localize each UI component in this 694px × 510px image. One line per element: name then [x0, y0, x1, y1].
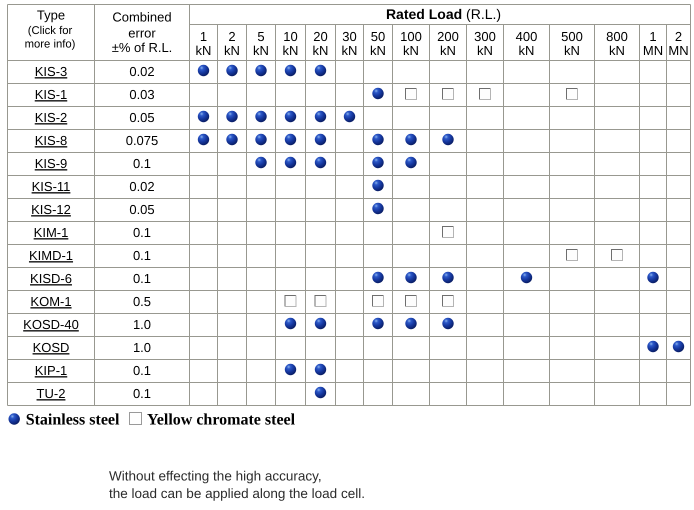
svg-text:kN: kN [196, 43, 212, 58]
svg-text:1.0: 1.0 [133, 317, 151, 332]
svg-text:KIS-9: KIS-9 [35, 156, 68, 171]
svg-text:0.1: 0.1 [133, 156, 151, 171]
svg-text:Rated Load (R.L.): Rated Load (R.L.) [386, 6, 501, 22]
svg-text:kN: kN [403, 43, 419, 58]
svg-text:KIM-1: KIM-1 [34, 225, 69, 240]
svg-text:400: 400 [516, 29, 538, 44]
svg-text:Without effecting the high acc: Without effecting the high accuracy, [109, 469, 322, 484]
svg-text:5: 5 [257, 29, 264, 44]
svg-text:0.5: 0.5 [133, 294, 151, 309]
svg-text:kN: kN [253, 43, 269, 58]
svg-text:kN: kN [477, 43, 493, 58]
svg-text:2: 2 [675, 29, 682, 44]
svg-text:KIS-1: KIS-1 [35, 87, 68, 102]
svg-text:50: 50 [371, 29, 385, 44]
svg-text:KIS-8: KIS-8 [35, 133, 68, 148]
svg-text:0.1: 0.1 [133, 386, 151, 401]
svg-text:0.05: 0.05 [129, 202, 154, 217]
svg-text:KIMD-1: KIMD-1 [29, 248, 73, 263]
svg-text:KOSD: KOSD [33, 340, 70, 355]
svg-text:kN: kN [519, 43, 535, 58]
svg-text:Combined: Combined [112, 10, 171, 25]
svg-text:2: 2 [228, 29, 235, 44]
svg-text:0.1: 0.1 [133, 363, 151, 378]
svg-text:0.02: 0.02 [129, 179, 154, 194]
svg-text:error: error [128, 26, 156, 41]
svg-text:30: 30 [342, 29, 356, 44]
svg-text:kN: kN [313, 43, 329, 58]
svg-text:Type: Type [37, 8, 65, 23]
svg-text:the load can be applied along: the load can be applied along the load c… [109, 486, 365, 501]
svg-text:MN: MN [668, 43, 688, 58]
svg-text:500: 500 [561, 29, 583, 44]
svg-text:KIP-1: KIP-1 [35, 363, 68, 378]
svg-text:Stainless steel: Stainless steel [26, 412, 120, 429]
svg-text:10: 10 [283, 29, 297, 44]
svg-text:(Click for: (Click for [28, 25, 73, 37]
svg-text:kN: kN [609, 43, 625, 58]
svg-text:KIS-3: KIS-3 [35, 64, 68, 79]
svg-text:KOSD-40: KOSD-40 [23, 317, 79, 332]
svg-text:0.02: 0.02 [129, 64, 154, 79]
svg-text:kN: kN [224, 43, 240, 58]
svg-text:0.1: 0.1 [133, 225, 151, 240]
svg-text:1.0: 1.0 [133, 340, 151, 355]
svg-text:100: 100 [400, 29, 422, 44]
svg-text:200: 200 [437, 29, 459, 44]
svg-text:800: 800 [606, 29, 628, 44]
svg-text:MN: MN [643, 43, 663, 58]
svg-text:kN: kN [342, 43, 358, 58]
svg-text:0.1: 0.1 [133, 271, 151, 286]
svg-text:Yellow chromate steel: Yellow chromate steel [147, 412, 296, 429]
svg-text:kN: kN [440, 43, 456, 58]
svg-text:KOM-1: KOM-1 [30, 294, 71, 309]
svg-text:0.05: 0.05 [129, 110, 154, 125]
svg-text:KIS-12: KIS-12 [31, 202, 71, 217]
svg-text:300: 300 [474, 29, 496, 44]
svg-text:1: 1 [649, 29, 656, 44]
svg-text:KIS-2: KIS-2 [35, 110, 68, 125]
svg-text:0.1: 0.1 [133, 248, 151, 263]
svg-text:0.03: 0.03 [129, 87, 154, 102]
svg-text:TU-2: TU-2 [37, 386, 66, 401]
svg-text:1: 1 [200, 29, 207, 44]
svg-text:kN: kN [370, 43, 386, 58]
svg-text:0.075: 0.075 [126, 133, 159, 148]
svg-text:kN: kN [283, 43, 299, 58]
svg-text:20: 20 [313, 29, 327, 44]
svg-text:KISD-6: KISD-6 [30, 271, 72, 286]
svg-text:KIS-11: KIS-11 [32, 179, 71, 194]
svg-text:±% of R.L.: ±% of R.L. [112, 40, 173, 55]
svg-text:kN: kN [564, 43, 580, 58]
svg-text:more info): more info) [25, 38, 76, 50]
